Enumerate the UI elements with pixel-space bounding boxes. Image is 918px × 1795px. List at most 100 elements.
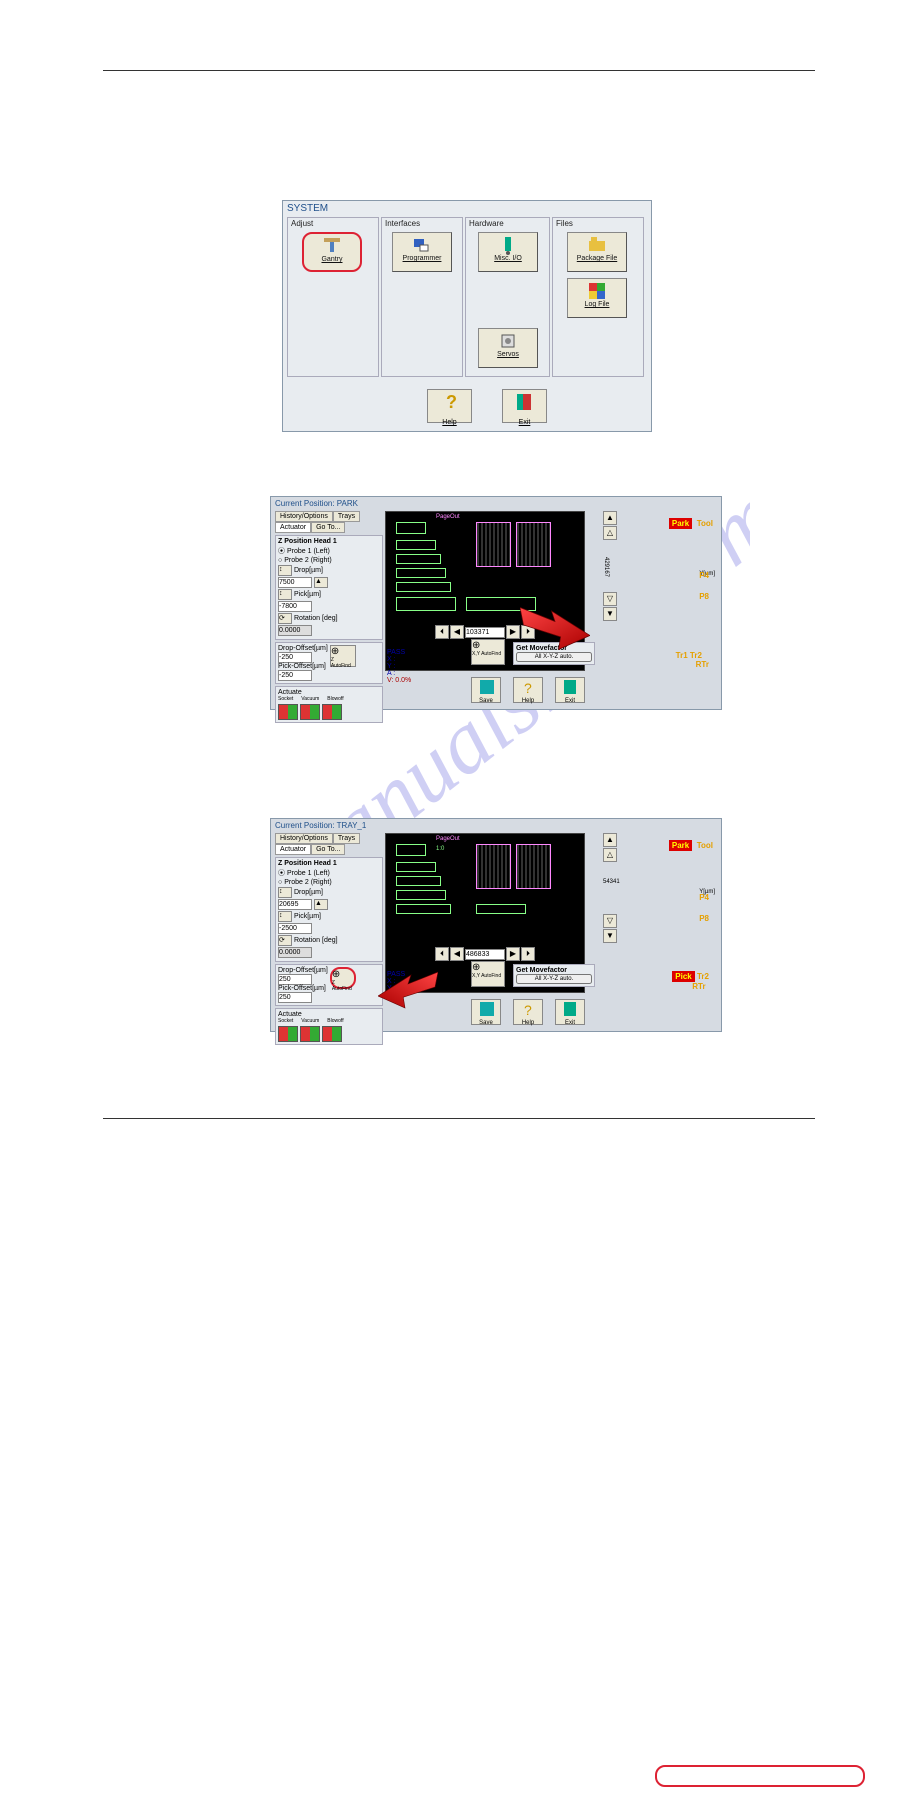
pickoff-input[interactable] [278, 670, 312, 681]
package-file-label: Package File [568, 255, 626, 262]
exit-button[interactable]: Exit [502, 389, 547, 423]
dropoff-input-2[interactable] [278, 974, 312, 985]
pickoff-input-2[interactable] [278, 992, 312, 1003]
x-right-2[interactable]: ▶ [506, 947, 520, 961]
socket-toggle-2[interactable] [278, 1026, 298, 1042]
y-down[interactable]: ▽ [603, 592, 617, 606]
rtr-button-2[interactable]: RTr [692, 982, 705, 991]
pickoff-label: Pick-Offset[µm] [278, 663, 328, 670]
probe1-radio[interactable]: Probe 1 (Left) [287, 548, 330, 555]
blowoff-toggle-2[interactable] [322, 1026, 342, 1042]
servos-button[interactable]: Servos [478, 328, 538, 368]
dropoff-input[interactable] [278, 652, 312, 663]
programmer-button[interactable]: Programmer [392, 232, 452, 272]
xy-autofind-button[interactable]: ⊕X,Y AutoFind [471, 639, 505, 665]
y-up-2[interactable]: △ [603, 848, 617, 862]
help-label-g2: Help [514, 1020, 542, 1026]
exit-button-g1[interactable]: Exit [555, 677, 585, 703]
pick-btn-2[interactable]: ↕ [278, 911, 292, 922]
x-far-right-2[interactable]: ⏵ [521, 947, 535, 961]
save-label: Save [472, 698, 500, 704]
x-pos-input[interactable] [465, 627, 505, 638]
save-icon [472, 678, 502, 696]
rot-btn-2[interactable]: ⟳ [278, 935, 292, 946]
pick-input-2[interactable] [278, 923, 312, 934]
save-button-2[interactable]: Save [471, 999, 501, 1025]
pick-badge[interactable]: Pick [672, 971, 694, 982]
x-right[interactable]: ▶ [506, 625, 520, 639]
tr1-button[interactable]: Tr1 [676, 651, 688, 660]
tab-actuator[interactable]: Actuator [275, 522, 311, 533]
tab-trays-2[interactable]: Trays [333, 833, 360, 844]
x-left-2[interactable]: ◀ [450, 947, 464, 961]
vacuum-toggle-2[interactable] [300, 1026, 320, 1042]
y-top[interactable]: ▲ [603, 511, 617, 525]
all-xyz-auto-button[interactable]: All X-Y-Z auto. [516, 652, 592, 662]
drop-btn-2[interactable]: ↕ [278, 887, 292, 898]
drop-input[interactable] [278, 577, 312, 588]
drop-up-2[interactable]: ▲ [314, 899, 328, 910]
vacuum-toggle[interactable] [300, 704, 320, 720]
miscio-button[interactable]: Misc. I/O [478, 232, 538, 272]
z-autofind-button-2[interactable]: ⊕Z AutoFind [330, 967, 356, 989]
rtr-button[interactable]: RTr [696, 660, 709, 669]
gantry1-right-panel: ▲ △ ▽ ▼ Park Tool 429167 Y[µm] P4 P8 Tr1… [603, 511, 717, 705]
rot-btn[interactable]: ⟳ [278, 613, 292, 624]
gantry-button[interactable]: Gantry [302, 232, 362, 272]
park-badge-2[interactable]: Park [669, 840, 692, 851]
y-top-2[interactable]: ▲ [603, 833, 617, 847]
pick-btn[interactable]: ↕ [278, 589, 292, 600]
z-autofind-button[interactable]: ⊕Z AutoFind [330, 645, 356, 667]
tab-goto[interactable]: Go To... [311, 522, 345, 533]
tab-history-options[interactable]: History/Options [275, 511, 333, 522]
probe1-radio-2[interactable]: Probe 1 (Left) [287, 870, 330, 877]
x-left[interactable]: ◀ [450, 625, 464, 639]
x-pos-input-2[interactable] [465, 949, 505, 960]
xy-autofind-button-2[interactable]: ⊕X,Y AutoFind [471, 961, 505, 987]
park-badge[interactable]: Park [669, 518, 692, 529]
drop-up[interactable]: ▲ [314, 577, 328, 588]
package-file-button[interactable]: Package File [567, 232, 627, 272]
group-interfaces: Interfaces Programmer [381, 217, 463, 377]
exit-button-g2[interactable]: Exit [555, 999, 585, 1025]
probe2-radio[interactable]: Probe 2 (Right) [284, 557, 331, 564]
tab-goto-2[interactable]: Go To... [311, 844, 345, 855]
socket-toggle[interactable] [278, 704, 298, 720]
tr2-button-2[interactable]: Tr2 [697, 972, 709, 981]
pick-input[interactable] [278, 601, 312, 612]
y-bottom-2[interactable]: ▼ [603, 929, 617, 943]
p4-button-2[interactable]: P4 [699, 893, 709, 902]
rotation-input[interactable] [278, 625, 312, 636]
x-far-left[interactable]: ⏴ [435, 625, 449, 639]
save-button[interactable]: Save [471, 677, 501, 703]
x-far-left-2[interactable]: ⏴ [435, 947, 449, 961]
help-button-g2[interactable]: ?Help [513, 999, 543, 1025]
p8-button-2[interactable]: P8 [699, 914, 709, 923]
y-up[interactable]: △ [603, 526, 617, 540]
log-file-label: Log File [568, 301, 626, 308]
drop-input-2[interactable] [278, 899, 312, 910]
tab-history-options-2[interactable]: History/Options [275, 833, 333, 844]
tab-trays[interactable]: Trays [333, 511, 360, 522]
all-xyz-auto-button-2[interactable]: All X-Y-Z auto. [516, 974, 592, 984]
drop-btn[interactable]: ↕ [278, 565, 292, 576]
offset-group-2: Drop-Offset[µm] Pick-Offset[µm] ⊕Z AutoF… [275, 964, 383, 1006]
p8-button[interactable]: P8 [699, 592, 709, 601]
system-title: SYSTEM [283, 201, 651, 216]
x-controls-highlight [655, 1765, 865, 1787]
help-button-g1[interactable]: ?Help [513, 677, 543, 703]
y-bottom[interactable]: ▼ [603, 607, 617, 621]
actuate-group-2: Actuate Socket Vacuum Blowoff [275, 1008, 383, 1045]
tab-actuator-2[interactable]: Actuator [275, 844, 311, 855]
help-button[interactable]: ? Help [427, 389, 472, 423]
exit-icon [556, 1000, 586, 1018]
p4-button[interactable]: P4 [699, 571, 709, 580]
blowoff-toggle[interactable] [322, 704, 342, 720]
y-down-2[interactable]: ▽ [603, 914, 617, 928]
tr2-button[interactable]: Tr2 [690, 651, 702, 660]
tool-label[interactable]: Tool [697, 519, 713, 528]
log-file-button[interactable]: Log File [567, 278, 627, 318]
probe2-radio-2[interactable]: Probe 2 (Right) [284, 879, 331, 886]
rotation-input-2[interactable] [278, 947, 312, 958]
tool-label-2[interactable]: Tool [697, 841, 713, 850]
